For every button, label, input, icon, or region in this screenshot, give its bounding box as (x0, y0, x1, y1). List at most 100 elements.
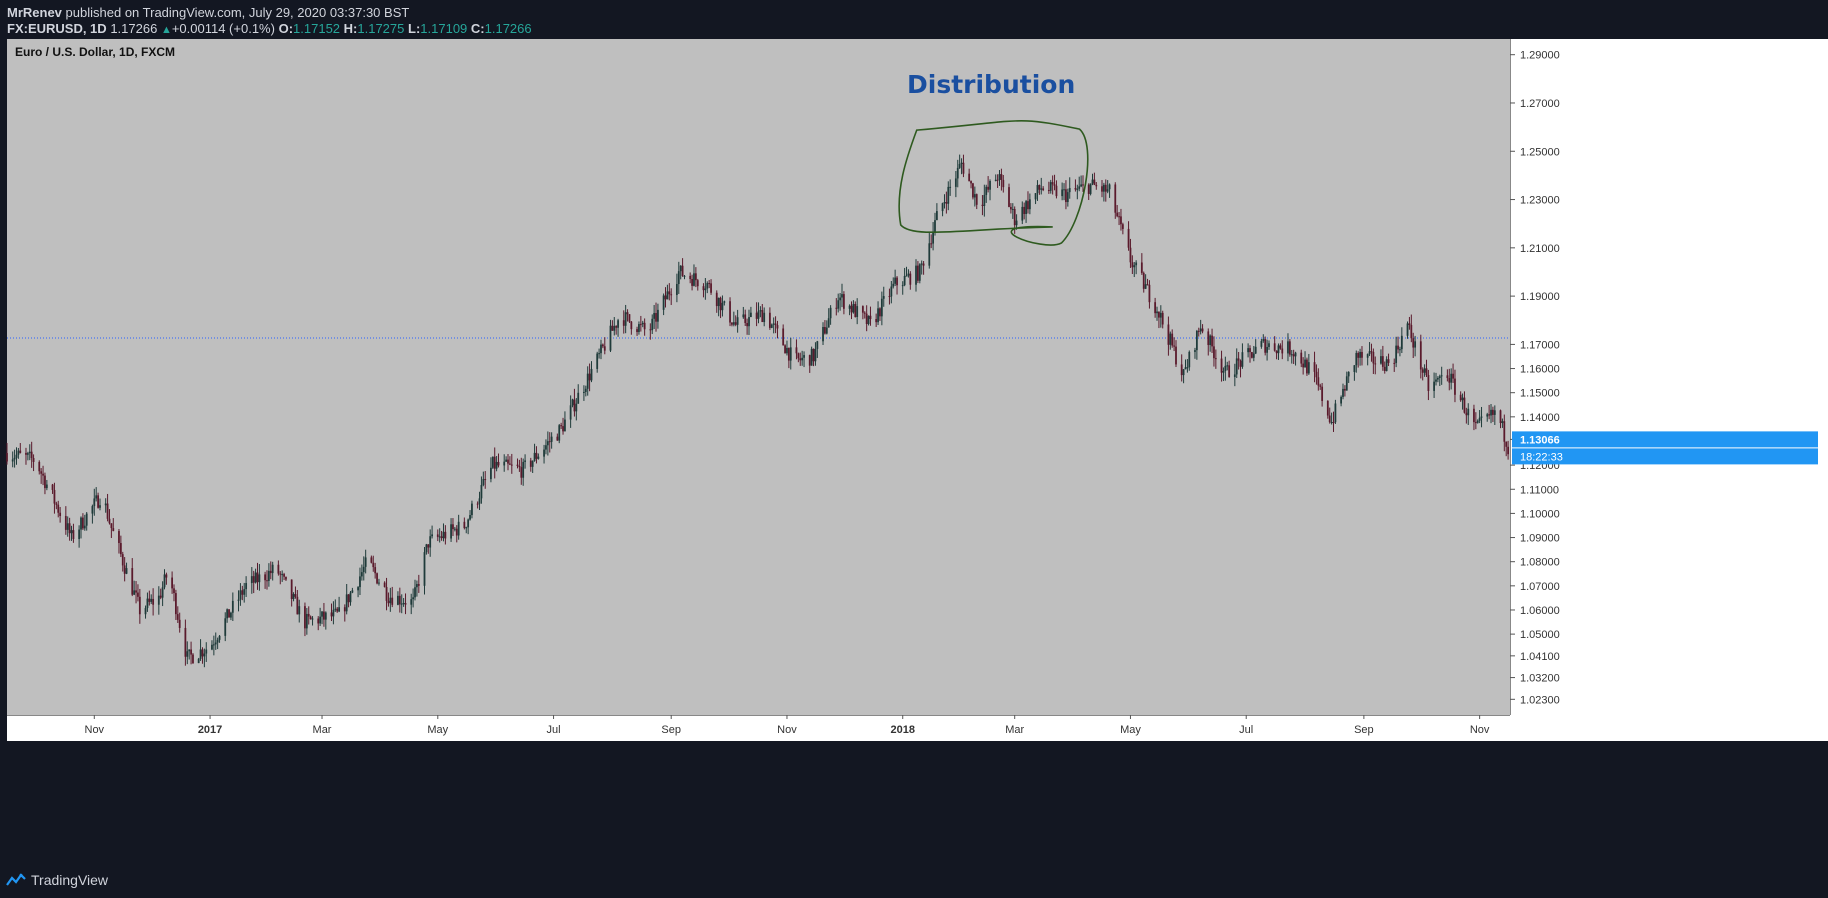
candle-body (298, 606, 301, 615)
candle (256, 562, 259, 590)
candle-body (493, 456, 496, 469)
candle-body (1370, 351, 1373, 353)
candle-body (839, 297, 842, 301)
candle-body (1114, 184, 1117, 213)
candle (755, 302, 758, 327)
candle-body (1264, 339, 1267, 353)
tradingview-brand[interactable]: TradingView (31, 872, 109, 888)
axis-corner (1510, 715, 1828, 741)
candle (26, 451, 29, 461)
candle-body (305, 613, 308, 629)
candle-body (1433, 381, 1435, 391)
candle-body (786, 347, 788, 354)
candle-body (228, 609, 230, 618)
candle-body (603, 346, 606, 351)
candle-body (516, 464, 519, 467)
candle-body (915, 265, 917, 285)
candle-body (715, 292, 718, 307)
candle (861, 305, 864, 320)
candle-body (787, 347, 790, 361)
candle-body (1383, 366, 1386, 371)
candle (212, 635, 215, 656)
x-tick-label: Sep (661, 724, 681, 736)
candle-body (731, 322, 733, 325)
candle-body (1490, 409, 1492, 416)
candle (894, 269, 897, 287)
candle (1161, 310, 1164, 329)
candle-body (277, 564, 280, 574)
candle-body (930, 243, 933, 245)
candle-body (1505, 441, 1508, 447)
candle-body (241, 590, 244, 595)
candle (1055, 180, 1058, 199)
candle-body (1486, 414, 1489, 417)
candle-body (1385, 359, 1388, 371)
candle (123, 557, 126, 582)
candle-body (863, 312, 866, 314)
candle (362, 556, 365, 581)
candle (1463, 391, 1466, 414)
candle-body (1182, 369, 1185, 376)
candle (1209, 334, 1212, 352)
candle-body (719, 297, 722, 311)
candle-body (742, 314, 745, 318)
candle-body (638, 324, 640, 333)
candle-body (1027, 201, 1029, 210)
candle (928, 232, 931, 269)
candle (651, 314, 654, 335)
candle (507, 454, 509, 471)
y-tick-label: 1.10000 (1520, 508, 1560, 520)
candle-body (471, 503, 473, 516)
candle (1082, 175, 1084, 192)
candle-body (1507, 446, 1510, 455)
candle (283, 572, 285, 581)
candle (305, 608, 308, 635)
candle-body (66, 523, 69, 530)
candle (560, 422, 563, 430)
candle-body (321, 611, 323, 617)
candle-body (1194, 350, 1196, 352)
candle (450, 518, 452, 542)
candle (1302, 357, 1305, 375)
candle-body (1423, 368, 1426, 373)
candle (1370, 343, 1373, 362)
candle (133, 580, 136, 596)
candle-body (104, 503, 107, 506)
candle-body (1120, 216, 1122, 225)
candle-body (693, 273, 695, 286)
candle (1268, 340, 1270, 350)
candle (1473, 404, 1475, 431)
candle (243, 582, 246, 603)
candle (922, 261, 925, 275)
candle-body (691, 279, 693, 286)
x-tick-label: 2018 (890, 724, 914, 736)
candle (742, 306, 745, 319)
candle-body (495, 461, 498, 469)
candle (734, 315, 737, 327)
candle (465, 526, 468, 534)
candle-body (704, 288, 707, 291)
candle-body (1304, 359, 1306, 368)
candle-body (598, 353, 600, 355)
close-label: C: (470, 21, 485, 36)
candle (789, 337, 792, 370)
candle (1220, 350, 1223, 382)
candle (106, 493, 109, 522)
candle (42, 465, 44, 486)
candle-body (1476, 420, 1479, 423)
candle (1366, 353, 1369, 366)
candle (135, 581, 137, 604)
candle-body (903, 276, 906, 286)
candle (398, 587, 401, 613)
y-tick-label: 1.23000 (1520, 195, 1560, 207)
candle-body (159, 595, 162, 598)
candle-body (269, 570, 272, 574)
candle (571, 398, 574, 408)
candle-body (856, 306, 859, 318)
candle (112, 518, 115, 532)
candle-body (550, 436, 553, 442)
candle (824, 320, 826, 335)
candle (1239, 359, 1242, 378)
author-name[interactable]: MrRenev (7, 5, 62, 20)
